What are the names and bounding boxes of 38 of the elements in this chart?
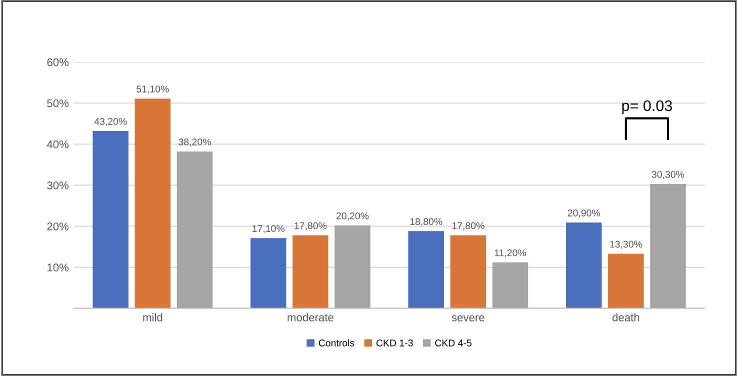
annotation: p= 0.03 — [622, 100, 672, 114]
data-label: 11,20% — [494, 249, 526, 258]
legend-label: CKD 1-3 — [376, 340, 413, 346]
data-label: 20,20% — [336, 212, 369, 220]
x-tick-label: mild — [143, 313, 162, 322]
bar — [450, 235, 486, 308]
data-label: 17,80% — [294, 222, 327, 230]
legend-label: Controls — [318, 339, 354, 346]
data-label: 18,80% — [410, 218, 442, 226]
y-tick-label: 10% — [48, 264, 69, 272]
x-tick-label: death — [612, 313, 640, 322]
data-label: 17,80% — [452, 222, 484, 230]
data-label: 30,30% — [652, 170, 684, 180]
y-tick-label: 40% — [46, 140, 69, 148]
bar — [134, 98, 171, 308]
y-tick-label: 50% — [47, 99, 69, 108]
x-tick-label: severe — [452, 315, 484, 322]
y-tick-label: 30% — [47, 181, 69, 190]
bar — [250, 238, 286, 308]
data-label: 13,30% — [610, 240, 642, 249]
bar — [566, 222, 602, 308]
data-label: 17,10% — [252, 225, 284, 234]
bar — [334, 225, 370, 308]
data-label: 38,20% — [178, 138, 211, 147]
bar — [492, 262, 528, 308]
bar — [176, 152, 213, 308]
data-label: 51,10% — [136, 86, 169, 94]
bar — [408, 231, 444, 308]
bar — [608, 254, 644, 308]
data-label: 43,20% — [94, 118, 127, 126]
bar — [650, 184, 686, 308]
legend-label: CKD 4-5 — [435, 340, 472, 346]
bar — [92, 131, 128, 308]
y-tick-label: 60% — [47, 58, 69, 66]
x-tick-label: moderate — [288, 313, 334, 322]
bar — [292, 235, 328, 308]
y-tick-label: 20% — [47, 222, 69, 230]
data-label: 20,90% — [568, 210, 600, 218]
